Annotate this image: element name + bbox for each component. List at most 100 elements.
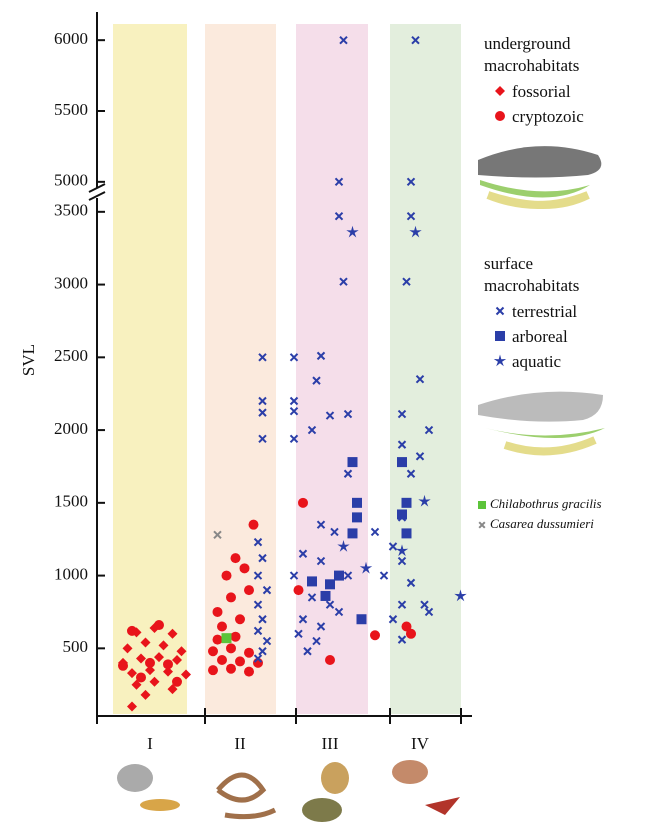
group-icons: [117, 146, 605, 822]
point: [397, 457, 407, 468]
point: [293, 585, 304, 596]
legend-marker: [478, 521, 486, 529]
point: [262, 636, 272, 646]
point: [370, 630, 380, 641]
point: [397, 409, 407, 419]
icon: [321, 762, 349, 794]
point: [122, 643, 133, 654]
point: [401, 621, 412, 632]
group-ticks: [96, 708, 462, 724]
point: [244, 647, 254, 658]
point: [163, 666, 173, 677]
y-tick-label: 1500: [54, 492, 88, 511]
icon: [302, 798, 342, 822]
point: [325, 579, 335, 590]
icon: [117, 764, 153, 792]
point: [312, 376, 321, 385]
point: [325, 411, 335, 420]
point: [258, 396, 267, 406]
icon: [392, 760, 428, 784]
icon: [216, 772, 277, 820]
point: [158, 640, 169, 651]
point: [127, 625, 137, 636]
legend-title: surface macrohabitats: [484, 254, 579, 295]
point: [172, 676, 182, 687]
point: [388, 542, 398, 551]
point: [307, 576, 317, 587]
point: [226, 663, 236, 674]
point: [320, 590, 331, 601]
point: [352, 512, 362, 523]
point: [235, 614, 245, 625]
point: [316, 351, 326, 361]
point: [330, 527, 339, 537]
band: [113, 24, 187, 714]
point: [289, 571, 299, 580]
point: [316, 622, 326, 631]
point: [167, 628, 178, 639]
point: [406, 578, 416, 588]
point: [401, 497, 412, 508]
point: [289, 396, 299, 406]
skull-icon: [485, 428, 605, 438]
legend-label: aquatic: [512, 352, 562, 371]
point: [418, 494, 431, 507]
point: [154, 652, 164, 663]
skull-icon: [480, 180, 590, 198]
point: [127, 668, 137, 679]
skull-icon: [503, 436, 597, 456]
point: [154, 620, 164, 631]
point: [221, 633, 232, 644]
point: [253, 600, 263, 609]
point: [140, 637, 151, 648]
y-tick-label: 5000: [54, 171, 88, 190]
group-label: I: [147, 734, 153, 753]
point: [213, 530, 222, 540]
y-axis-label: SVL: [19, 344, 38, 376]
point: [352, 497, 362, 508]
point: [289, 434, 299, 444]
legend-label: Chilabothrus gracilis: [490, 496, 602, 511]
point: [325, 654, 335, 665]
y-tick-label: 1000: [54, 564, 88, 583]
y-tick-label: 3000: [54, 273, 88, 292]
point: [235, 656, 245, 667]
point: [136, 672, 146, 683]
point: [226, 643, 236, 654]
point: [359, 561, 373, 574]
legend-title: underground macrohabitats: [484, 34, 579, 75]
point: [289, 406, 299, 416]
point: [388, 615, 398, 624]
point: [401, 528, 412, 539]
legend-marker: [493, 354, 507, 367]
point: [258, 615, 267, 624]
point: [307, 593, 317, 602]
point: [312, 636, 321, 646]
legend-marker: [495, 306, 505, 316]
skull-icon: [486, 191, 590, 209]
point: [118, 660, 128, 671]
point: [402, 277, 411, 286]
point: [334, 211, 344, 221]
point: [149, 676, 160, 687]
point: [356, 614, 367, 625]
point: [397, 635, 407, 644]
point: [136, 653, 146, 664]
point: [127, 701, 137, 712]
icon: [140, 799, 180, 811]
point: [303, 647, 312, 656]
point: [239, 563, 250, 574]
point: [406, 177, 416, 187]
band: [205, 24, 276, 714]
point: [289, 353, 299, 362]
point: [181, 669, 191, 680]
point: [294, 629, 303, 638]
point: [226, 592, 236, 603]
legend-label: Casarea dussumieri: [490, 516, 594, 531]
point: [262, 585, 272, 595]
legend-label: cryptozoic: [512, 107, 584, 126]
legend-label: fossorial: [512, 82, 571, 101]
point: [347, 457, 358, 468]
y-tick-label: 500: [63, 637, 89, 656]
